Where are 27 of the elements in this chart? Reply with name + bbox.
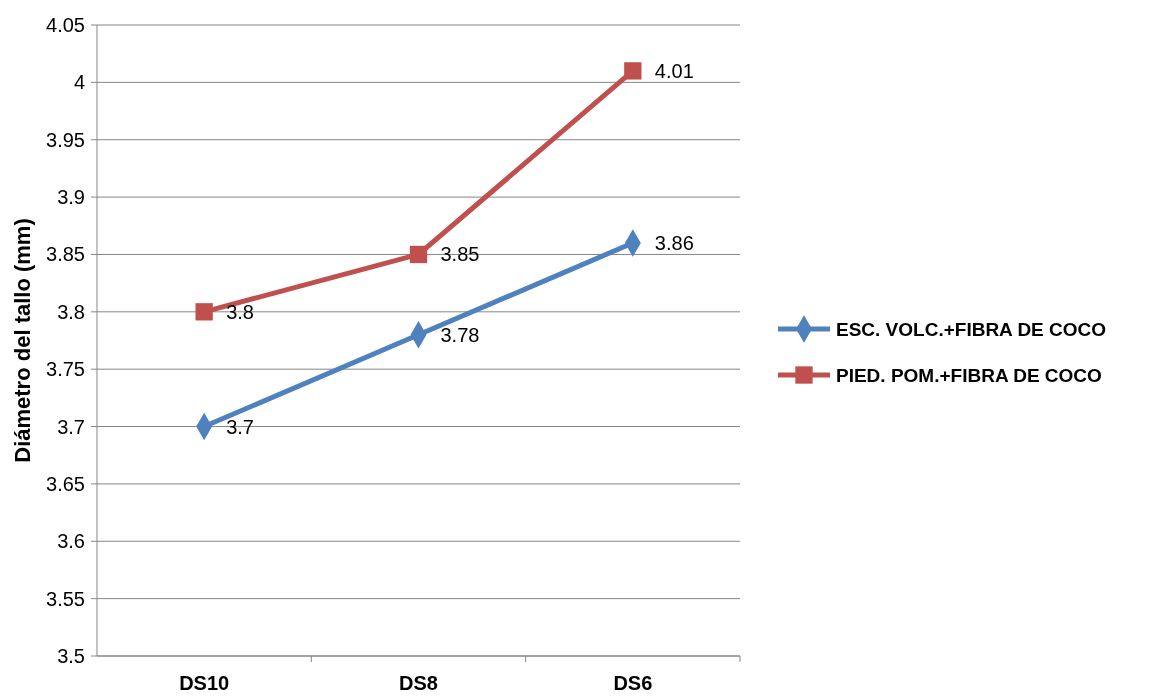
x-tick-label: DS6 — [613, 672, 653, 694]
data-label: 3.78 — [440, 323, 480, 346]
y-tick-label: 4.05 — [46, 14, 85, 36]
data-label: 3.7 — [226, 415, 254, 438]
y-tick-label: 3.75 — [46, 358, 85, 381]
y-tick-label: 3.6 — [57, 530, 85, 553]
point — [195, 303, 213, 321]
y-tick-label: 3.8 — [57, 300, 85, 323]
data-label: 3.85 — [440, 243, 480, 266]
y-tick-label: 3.7 — [57, 415, 85, 438]
y-tick-label: 3.9 — [57, 186, 85, 209]
y-tick-label: 4 — [73, 71, 85, 94]
legend-label: ESC. VOLC.+FIBRA DE COCO — [836, 318, 1107, 340]
y-tick-label: 3.65 — [46, 472, 85, 495]
y-tick-label: 3.95 — [46, 128, 85, 151]
x-tick-label: DS10 — [179, 672, 230, 694]
y-tick-label: 3.85 — [46, 243, 85, 266]
data-label: 3.8 — [226, 300, 254, 323]
point — [409, 245, 428, 264]
point — [624, 62, 642, 80]
data-label: 3.86 — [654, 231, 694, 254]
y-tick-label: 3.5 — [57, 645, 85, 667]
y-tick-label: 3.55 — [46, 587, 85, 610]
data-label: 4.01 — [654, 59, 694, 82]
x-tick-label: DS8 — [399, 672, 438, 694]
legend-label: PIED. POM.+FIBRA DE COCO — [836, 364, 1102, 386]
y-axis-title: Diámetro del tallo (mm) — [10, 218, 35, 463]
